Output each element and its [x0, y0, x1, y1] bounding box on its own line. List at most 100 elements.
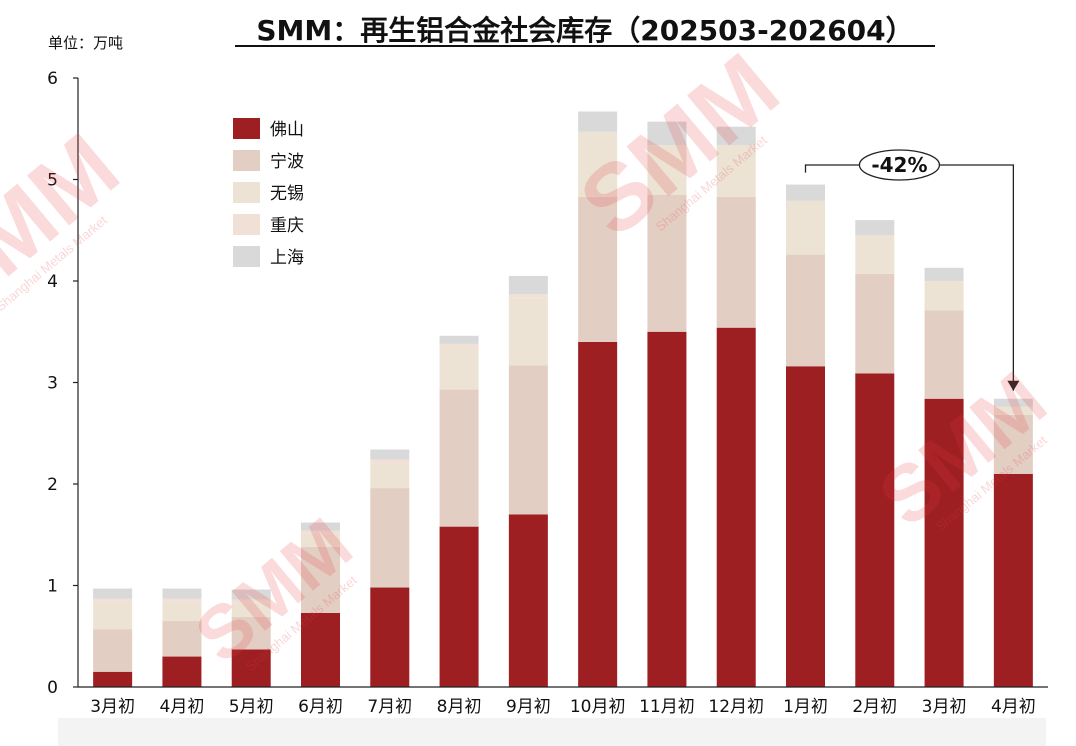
x-tick-label: 11月初 [639, 697, 695, 717]
bar-segment-无锡-11月初 [647, 144, 687, 195]
change-annotation: -42% [804, 149, 1020, 391]
annotation-arrowhead [1007, 380, 1020, 391]
bar-segment-佛山-10月初 [578, 341, 618, 687]
x-tick-label: 10月初 [570, 697, 626, 717]
bar-segment-宁波-1月初 [786, 254, 825, 367]
y-tick-label: 3 [47, 374, 58, 394]
legend-label-重庆: 重庆 [270, 216, 304, 236]
bar-segment-佛山-7月初 [370, 587, 410, 687]
bar-segment-佛山-3月初 [924, 398, 964, 687]
footer-band [58, 718, 1046, 746]
bar-segment-上海-5月初 [231, 589, 271, 600]
bar-segment-佛山-2月初 [855, 373, 895, 687]
bar-segment-佛山-12月初 [716, 327, 756, 687]
bar-segment-上海-3月初 [924, 267, 964, 281]
bar-segment-宁波-10月初 [578, 196, 618, 342]
bar-segment-上海-8月初 [439, 335, 479, 344]
bar-segment-上海-1月初 [786, 184, 825, 201]
legend-swatch-佛山 [233, 118, 260, 139]
annotation-text: -42% [871, 153, 927, 177]
bar-segment-上海-3月初 [93, 588, 133, 599]
bar-segment-无锡-8月初 [439, 346, 479, 390]
legend-swatch-上海 [233, 246, 260, 267]
bar-segment-无锡-3月初 [93, 601, 133, 630]
y-axis: 0 1 2 3 4 5 6 [47, 69, 79, 698]
bar-segment-无锡-6月初 [301, 533, 340, 547]
annotation-bracket [804, 164, 1015, 391]
x-tick-label: 3月初 [922, 697, 967, 717]
y-tick-label: 2 [47, 475, 58, 495]
annotation-badge [858, 149, 941, 181]
x-tick-label: 3月初 [90, 697, 135, 717]
bar-segment-佛山-5月初 [231, 649, 271, 687]
bar-segment-上海-2月初 [855, 220, 895, 236]
bar-segment-宁波-6月初 [301, 546, 340, 613]
bar-segment-宁波-3月初 [93, 629, 133, 672]
chart-title: SMM：再生铝合金社会库存（202503-202604） [256, 14, 913, 47]
bar-segment-宁波-9月初 [508, 365, 548, 515]
bar-segment-无锡-10月初 [578, 131, 618, 197]
legend-label-宁波: 宁波 [270, 152, 304, 172]
x-tick-label: 5月初 [229, 697, 274, 717]
legend-label-上海: 上海 [270, 248, 304, 268]
y-tick-label: 1 [47, 577, 58, 597]
bar-segment-佛山-11月初 [647, 331, 687, 687]
y-tick-label: 4 [47, 272, 58, 292]
bar-segment-无锡-7月初 [370, 463, 410, 489]
bar-segment-宁波-4月初 [162, 621, 202, 657]
bar-segment-无锡-9月初 [508, 298, 548, 366]
bar-segment-宁波-12月初 [716, 196, 756, 328]
bar-segment-上海-6月初 [301, 522, 340, 531]
bar-segment-重庆-5月初 [231, 599, 271, 603]
bar-segment-上海-7月初 [370, 449, 410, 460]
x-tick-label: 1月初 [783, 697, 828, 717]
x-axis: 3月初 4月初 5月初 6月初 7月初 8月初 9月初 10月初 11月初 12月初 1月初 2月初 3… [78, 686, 1048, 717]
x-tick-label: 4月初 [991, 697, 1036, 717]
bars [93, 111, 1033, 687]
bar-segment-佛山-4月初 [162, 656, 202, 687]
bar-segment-重庆-4月初 [162, 598, 202, 602]
bar-segment-宁波-8月初 [439, 389, 479, 527]
bar-segment-重庆-8月初 [439, 343, 479, 347]
bar-segment-重庆-9月初 [508, 294, 548, 299]
bar-segment-佛山-8月初 [439, 526, 479, 687]
legend-swatch-无锡 [233, 182, 260, 203]
bar-segment-宁波-2月初 [855, 273, 895, 374]
bar-segment-上海-4月初 [162, 588, 202, 599]
legend-swatch-重庆 [233, 214, 260, 235]
bar-segment-宁波-11月初 [647, 194, 687, 332]
x-tick-label: 2月初 [852, 697, 897, 717]
bar-segment-宁波-4月初 [993, 414, 1033, 474]
bar-segment-上海-10月初 [578, 111, 618, 132]
x-tick-label: 4月初 [160, 697, 205, 717]
bar-segment-宁波-5月初 [231, 616, 271, 650]
bar-segment-无锡-4月初 [162, 601, 202, 622]
bar-segment-无锡-12月初 [716, 144, 756, 197]
legend-swatch-宁波 [233, 150, 260, 171]
bar-segment-宁波-3月初 [924, 310, 964, 399]
bar-segment-重庆-3月初 [93, 598, 133, 602]
bar-segment-重庆-7月初 [370, 459, 410, 464]
bar-segment-上海-12月初 [716, 126, 756, 145]
x-tick-label: 6月初 [298, 697, 343, 717]
bar-segment-佛山-1月初 [786, 366, 825, 687]
legend-label-无锡: 无锡 [270, 184, 304, 204]
y-tick-label: 6 [47, 69, 58, 89]
bar-segment-宁波-7月初 [370, 488, 410, 588]
bar-segment-无锡-4月初 [993, 406, 1033, 415]
bar-segment-佛山-4月初 [993, 473, 1033, 687]
x-tick-label: 9月初 [506, 697, 551, 717]
bar-segment-上海-4月初 [993, 398, 1033, 407]
bar-segment-佛山-9月初 [508, 514, 548, 687]
bar-segment-无锡-5月初 [231, 602, 271, 617]
bar-segment-无锡-2月初 [855, 235, 895, 274]
y-tick-label: 5 [47, 171, 58, 191]
bar-segment-无锡-1月初 [786, 200, 825, 255]
bar-segment-无锡-3月初 [924, 281, 964, 311]
bar-segment-上海-9月初 [508, 275, 548, 295]
unit-label: 单位：万吨 [48, 34, 123, 52]
bar-segment-上海-11月初 [647, 121, 687, 145]
